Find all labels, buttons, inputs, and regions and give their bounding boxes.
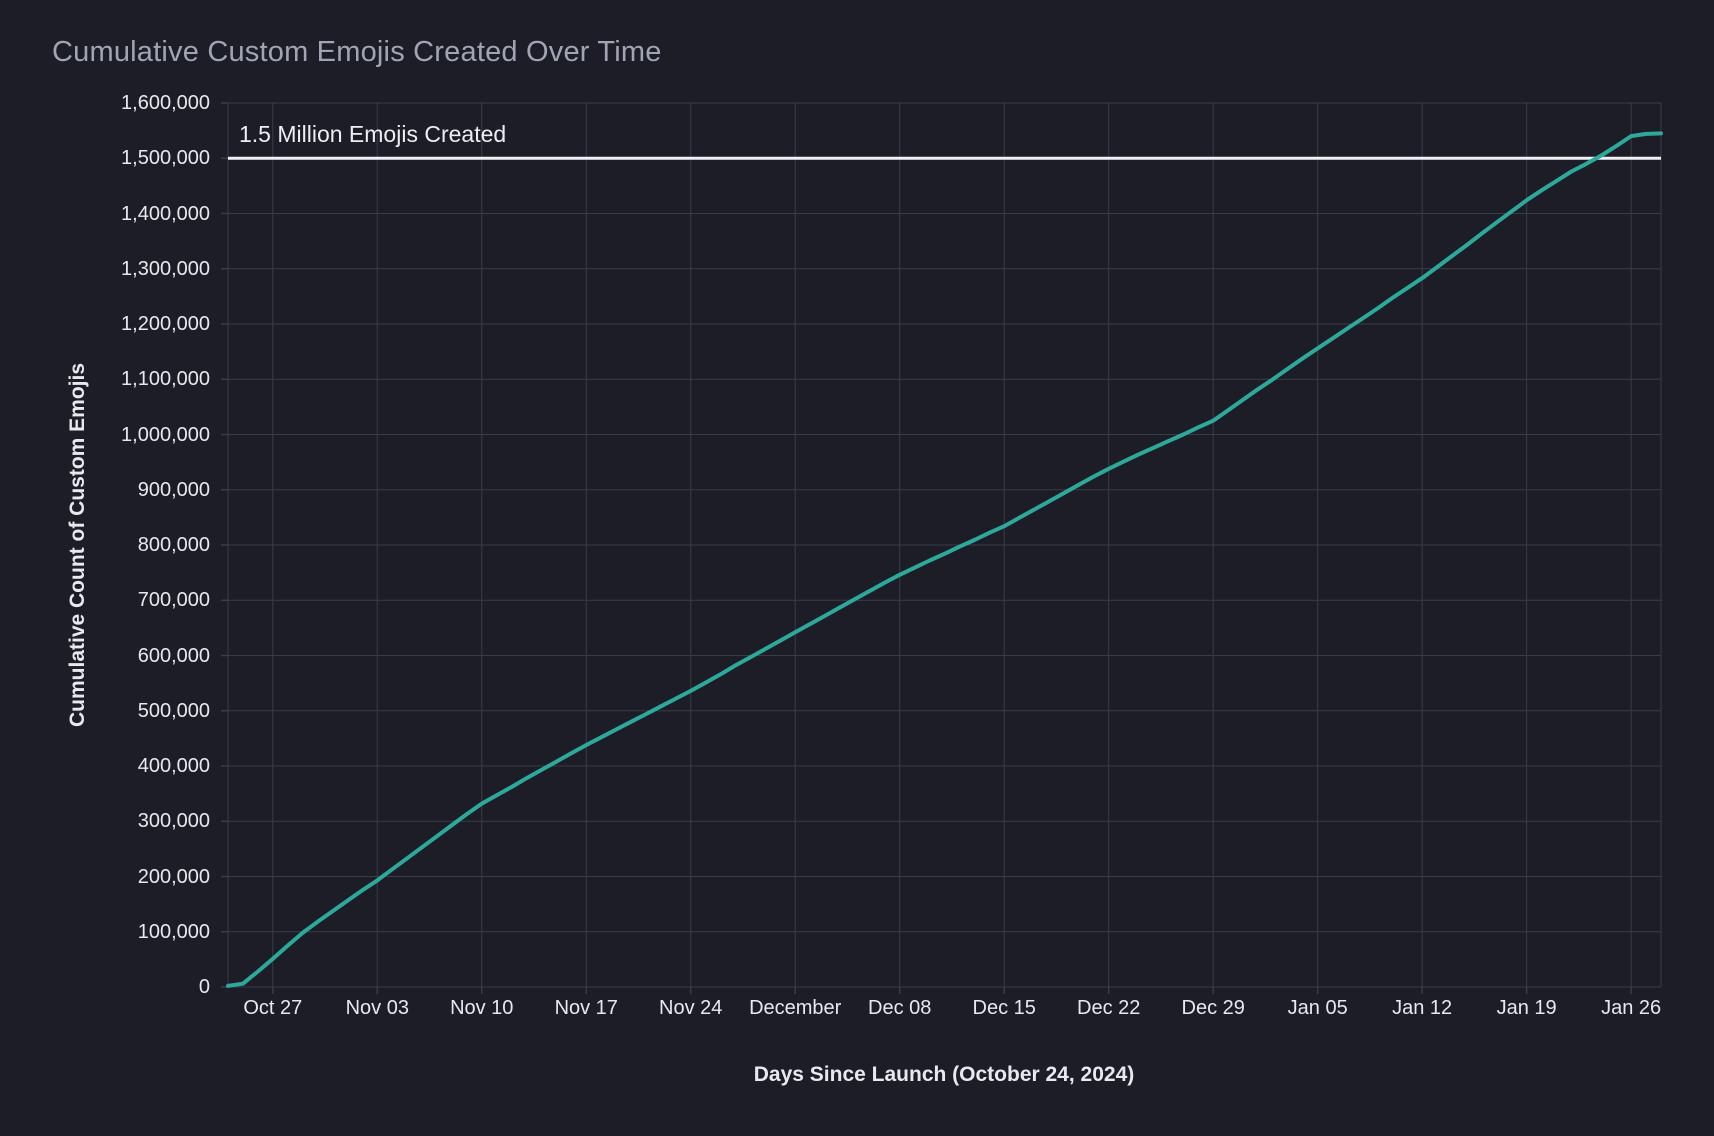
x-tick-label: Oct 27 (243, 997, 303, 1019)
y-tick-label: 400,000 (137, 755, 210, 777)
x-tick-label: Jan 26 (1601, 997, 1662, 1019)
y-tick-label: 1,400,000 (121, 202, 210, 225)
x-tick-label: December (749, 997, 842, 1019)
grid-lines (227, 102, 1662, 988)
x-tick-label: Jan 12 (1392, 997, 1453, 1019)
x-axis-title: Days Since Launch (October 24, 2024) (753, 1063, 1135, 1086)
y-tick-label: 700,000 (137, 589, 210, 612)
y-tick-label: 1,200,000 (121, 313, 210, 335)
y-tick-label: 200,000 (137, 865, 210, 888)
y-tick-label: 800,000 (137, 534, 210, 556)
y-tick-label: 1,300,000 (121, 257, 210, 280)
y-tick-label: 600,000 (137, 644, 210, 667)
chart-title: Cumulative Custom Emojis Created Over Ti… (52, 36, 662, 68)
x-tick-label: Jan 05 (1287, 997, 1348, 1019)
y-tick-label: 1,600,000 (121, 92, 210, 114)
x-tick-label: Jan 19 (1496, 997, 1557, 1019)
y-tick-label: 900,000 (137, 478, 210, 501)
y-tick-label: 1,000,000 (121, 423, 210, 446)
x-tick-label: Dec 08 (868, 997, 932, 1019)
reference-annotation-label: 1.5 Million Emojis Created (239, 121, 507, 147)
tick-marks (221, 102, 1632, 994)
y-tick-label: 300,000 (137, 810, 210, 833)
y-tick-label: 0 (198, 976, 210, 998)
x-tick-label: Nov 03 (345, 997, 409, 1019)
y-tick-label: 1,100,000 (121, 368, 210, 391)
y-tick-label: 1,500,000 (121, 147, 210, 170)
x-tick-label: Dec 29 (1181, 997, 1245, 1019)
y-tick-label: 100,000 (137, 920, 210, 943)
x-tick-label: Dec 22 (1077, 997, 1141, 1019)
y-tick-label: 500,000 (137, 699, 210, 722)
x-tick-label: Nov 24 (659, 997, 723, 1019)
x-tick-label: Nov 17 (554, 997, 618, 1019)
x-tick-label: Dec 15 (972, 997, 1036, 1019)
emoji-count-line (226, 131, 1663, 988)
x-tick-label: Nov 10 (450, 997, 514, 1019)
